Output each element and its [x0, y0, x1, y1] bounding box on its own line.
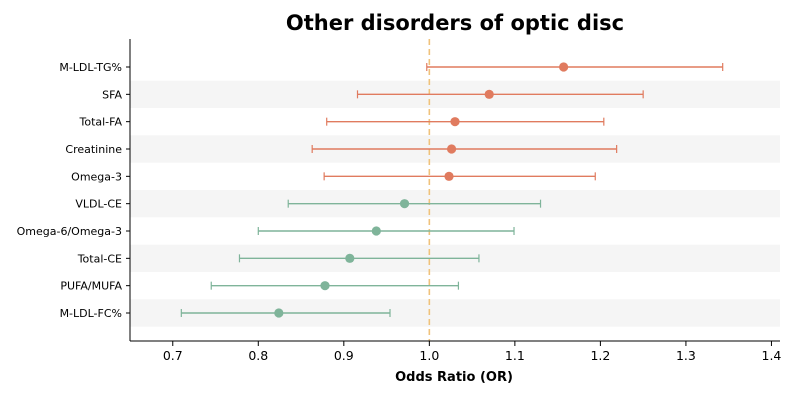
or-point-Total-FA — [450, 117, 460, 127]
x-tick-labels: 0.7 0.8 0.9 1.0 1.1 1.2 1.3 1.4 — [163, 348, 782, 363]
x-tick-label: 1.1 — [505, 348, 525, 363]
x-tick-label: 1.2 — [590, 348, 610, 363]
or-point-Omega-3 — [444, 171, 454, 181]
error-bars-group — [180, 62, 724, 318]
or-point-Omega-6/Omega-3 — [371, 226, 381, 236]
or-point-Total-CE — [345, 253, 355, 263]
or-point-Creatinine — [446, 144, 457, 154]
y-tick-label: Omega-6/Omega-3 — [17, 225, 122, 238]
or-point-PUFA/MUFA — [320, 281, 330, 291]
or-point-M-LDL-TG% — [559, 62, 569, 72]
y-tick-label: M-LDL-TG% — [59, 61, 122, 74]
x-tick-label: 1.4 — [762, 348, 782, 363]
or-point-M-LDL-FC% — [274, 308, 284, 318]
y-tick-label: Omega-3 — [71, 170, 122, 183]
y-tick-label: Total-CE — [77, 252, 122, 265]
or-point-SFA — [484, 89, 494, 99]
x-tick-label: 1.3 — [676, 348, 696, 363]
or-point-VLDL-CE — [399, 199, 410, 209]
y-tick-label: PUFA/MUFA — [60, 280, 122, 293]
chart-title: Other disorders of optic disc — [286, 11, 624, 35]
y-tick-label: M-LDL-FC% — [60, 307, 122, 320]
x-tick-label: 0.9 — [334, 348, 354, 363]
y-tick-label: SFA — [102, 88, 122, 101]
y-tick-labels: M-LDL-TG% SFA Total-FA Creatinine Omega-3 VLD… — [17, 61, 123, 320]
x-tick-label: 0.7 — [163, 348, 183, 363]
axes-group — [126, 39, 780, 346]
y-tick-label: Total-FA — [78, 116, 122, 129]
x-tick-label: 1.0 — [419, 348, 439, 363]
y-tick-label: Creatinine — [65, 143, 122, 156]
x-axis-label: Odds Ratio (OR) — [395, 370, 513, 385]
x-tick-label: 0.8 — [248, 348, 268, 363]
y-tick-label: VLDL-CE — [75, 198, 122, 211]
